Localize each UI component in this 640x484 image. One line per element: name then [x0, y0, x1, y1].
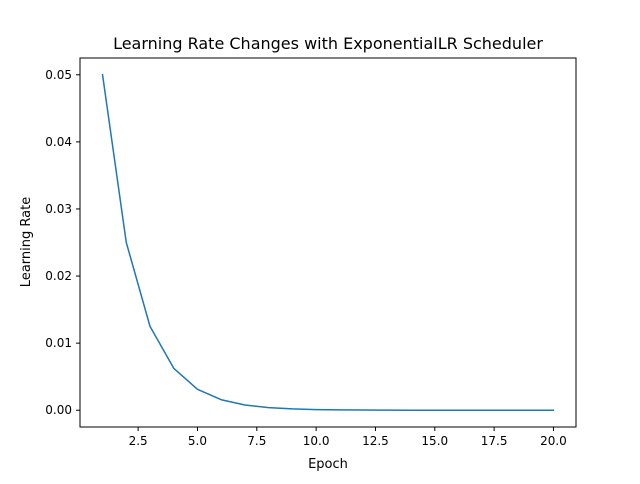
y-tick-label: 0.04: [45, 135, 72, 149]
x-tick-label: 17.5: [481, 434, 508, 448]
y-axis-label: Learning Rate: [19, 197, 34, 287]
y-tick-label: 0.05: [45, 68, 72, 82]
x-tick-label: 12.5: [362, 434, 389, 448]
x-tick-label: 10.0: [303, 434, 330, 448]
x-tick-label: 15.0: [421, 434, 448, 448]
series-line: [101, 73, 555, 411]
x-tick-label: 2.5: [129, 434, 148, 448]
chart-title: Learning Rate Changes with ExponentialLR…: [113, 34, 543, 53]
axis-ticks: 2.5 5.0 7.5 10.0 12.5 15.0 17.5 20.0 0.00 0.01 0.0…: [45, 68, 567, 448]
series-layer: [101, 73, 555, 411]
x-tick-label: 20.0: [540, 434, 567, 448]
y-tick-label: 0.00: [45, 403, 72, 417]
plot-frame: [79, 57, 577, 428]
x-axis-label: Epoch: [308, 457, 348, 472]
x-tick-label: 5.0: [188, 434, 207, 448]
y-tick-label: 0.01: [45, 336, 72, 350]
y-tick-label: 0.02: [45, 269, 72, 283]
y-tick-label: 0.03: [45, 202, 72, 216]
x-tick-label: 7.5: [247, 434, 266, 448]
